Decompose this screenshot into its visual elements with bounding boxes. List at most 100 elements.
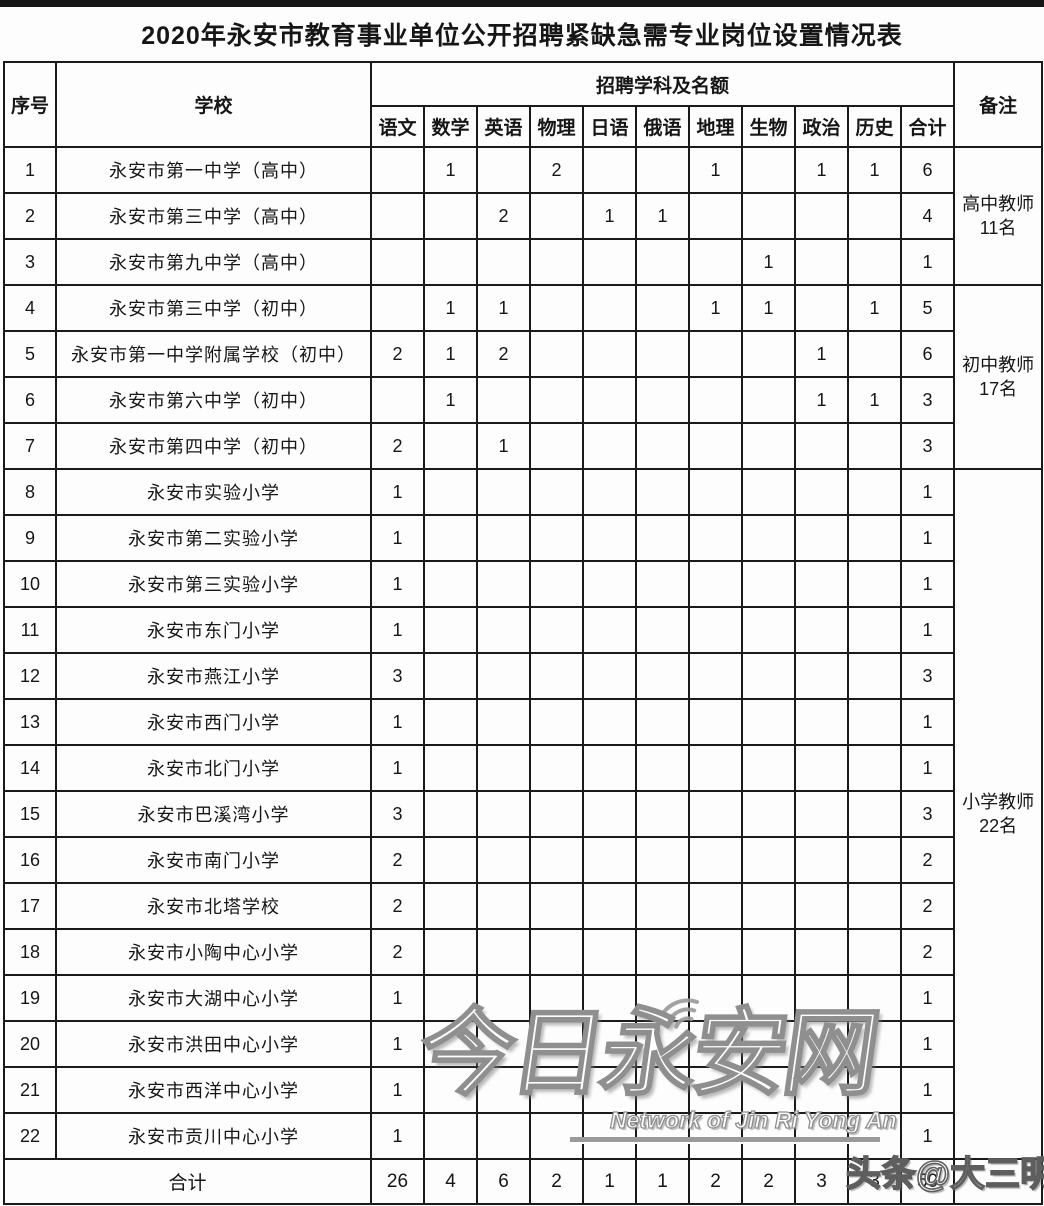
school-name-cell: 永安市小陶中心小学	[55, 928, 372, 976]
subject-count-cell	[635, 1066, 690, 1114]
row-index-cell: 6	[3, 376, 57, 424]
row-index-cell: 11	[3, 606, 57, 654]
school-name-cell: 永安市第三实验小学	[55, 560, 372, 608]
subject-count-cell	[582, 422, 637, 470]
subject-count-cell	[688, 468, 743, 516]
subject-count-cell	[688, 1020, 743, 1068]
subject-count-cell	[476, 790, 531, 838]
subject-count-cell	[529, 606, 584, 654]
header-row-subjects: 语文 数学 英语 物理 日语 俄语 地理 生物 政治 历史 合计	[4, 105, 1042, 148]
school-name-cell: 永安市北塔学校	[55, 882, 372, 930]
row-index-cell: 17	[3, 882, 57, 930]
subject-count-cell: 5	[899, 284, 956, 332]
subject-count-cell	[635, 330, 690, 378]
subject-count-cell: 1	[899, 468, 956, 516]
subject-count-cell	[476, 836, 531, 884]
row-index-cell: 1	[3, 146, 57, 194]
total-count-cell: 2	[529, 1158, 584, 1205]
subject-count-cell	[582, 284, 637, 332]
subject-count-cell	[582, 238, 637, 286]
subject-count-cell	[847, 1066, 902, 1114]
subject-count-cell	[529, 376, 584, 424]
subject-count-cell: 1	[370, 468, 425, 516]
row-index-cell: 5	[3, 330, 57, 378]
subject-count-cell	[370, 192, 425, 240]
subject-count-cell	[635, 1020, 690, 1068]
subject-count-cell	[423, 974, 478, 1022]
subject-count-cell: 1	[688, 146, 743, 194]
subject-column-header: 英语	[476, 105, 531, 148]
subject-count-cell	[794, 744, 849, 792]
remark-cell: 高中教师 11名	[953, 146, 1044, 286]
subject-count-cell	[476, 1020, 531, 1068]
subject-count-cell	[741, 652, 796, 700]
subject-count-cell	[476, 238, 531, 286]
total-remark-cell	[953, 1158, 1044, 1205]
subject-count-cell	[476, 468, 531, 516]
subject-count-cell	[582, 882, 637, 930]
subject-count-cell	[847, 330, 902, 378]
col-header-school: 学校	[55, 61, 372, 148]
school-name-cell: 永安市西门小学	[55, 698, 372, 746]
subject-count-cell	[688, 652, 743, 700]
subject-count-cell	[582, 560, 637, 608]
row-index-cell: 16	[3, 836, 57, 884]
subject-count-cell	[741, 790, 796, 838]
table-row: 8 永安市实验小学 1 1 小学教师 22名	[3, 468, 1044, 1160]
subject-column-header: 数学	[423, 105, 478, 148]
subject-count-cell	[688, 790, 743, 838]
subject-count-cell	[423, 928, 478, 976]
subject-count-cell	[794, 606, 849, 654]
subject-count-cell	[741, 146, 796, 194]
school-name-cell: 永安市第一中学附属学校（初中）	[55, 330, 372, 378]
subject-count-cell	[476, 974, 531, 1022]
subject-count-cell	[741, 514, 796, 562]
subject-count-cell	[794, 882, 849, 930]
subject-count-cell: 1	[794, 146, 849, 194]
table-row: 6 永安市第六中学（初中） 1 1 1 3	[3, 376, 1042, 424]
subject-count-cell	[476, 744, 531, 792]
subject-count-cell	[529, 698, 584, 746]
subject-count-cell	[423, 652, 478, 700]
subject-count-cell	[688, 192, 743, 240]
subject-count-cell: 1	[370, 698, 425, 746]
total-count-cell: 26	[370, 1158, 425, 1205]
subject-count-cell	[582, 698, 637, 746]
subject-count-cell	[529, 836, 584, 884]
subject-count-cell	[529, 744, 584, 792]
subject-count-cell: 1	[847, 146, 902, 194]
school-name-cell: 永安市巴溪湾小学	[55, 790, 372, 838]
subject-count-cell	[794, 238, 849, 286]
subject-count-cell	[635, 238, 690, 286]
table-row: 11 永安市东门小学 1 1	[3, 606, 1042, 654]
row-index-cell: 8	[3, 468, 57, 516]
subject-count-cell	[582, 330, 637, 378]
row-index-cell: 3	[3, 238, 57, 286]
subject-count-cell	[688, 238, 743, 286]
subject-count-cell: 3	[899, 422, 956, 470]
subject-count-cell	[476, 146, 531, 194]
subject-column-header: 日语	[582, 105, 637, 148]
subject-count-cell: 1	[741, 284, 796, 332]
subject-count-cell	[423, 514, 478, 562]
subject-count-cell	[582, 1112, 637, 1160]
remark-line: 11名	[979, 218, 1017, 238]
subject-count-cell	[847, 468, 902, 516]
subject-count-cell	[741, 468, 796, 516]
subject-count-cell	[582, 744, 637, 792]
subject-count-cell: 3	[370, 652, 425, 700]
table-row: 15 永安市巴溪湾小学 3 3	[3, 790, 1042, 838]
subject-count-cell	[741, 698, 796, 746]
subject-count-cell	[476, 928, 531, 976]
col-header-remark: 备注	[953, 61, 1044, 148]
subject-count-cell: 1	[423, 376, 478, 424]
subject-count-cell: 1	[370, 744, 425, 792]
subject-count-cell: 1	[899, 744, 956, 792]
subject-count-cell	[794, 284, 849, 332]
subject-count-cell: 6	[899, 330, 956, 378]
table-row: 21 永安市西洋中心小学 1 1	[3, 1066, 1042, 1114]
subject-count-cell	[741, 330, 796, 378]
subject-count-cell	[476, 652, 531, 700]
subject-count-cell: 3	[370, 790, 425, 838]
subject-count-cell	[423, 882, 478, 930]
